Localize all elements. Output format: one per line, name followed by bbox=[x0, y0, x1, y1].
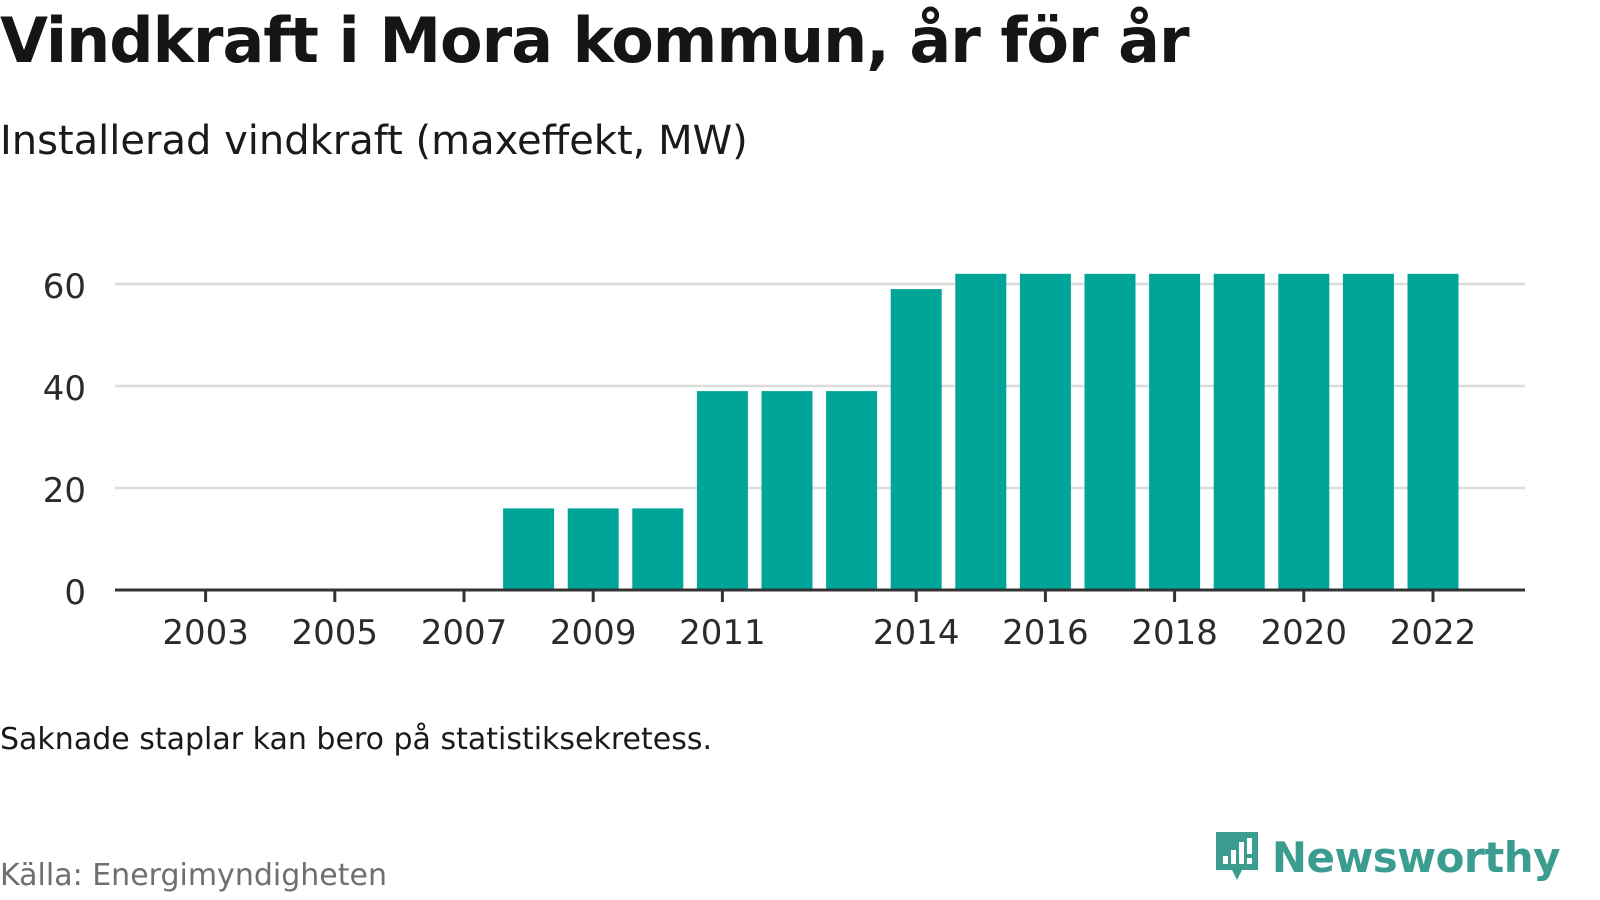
x-tick-label: 2016 bbox=[1002, 613, 1089, 653]
chart-subtitle: Installerad vindkraft (maxeffekt, MW) bbox=[0, 118, 748, 164]
y-tick-label: 60 bbox=[43, 267, 86, 307]
footnote: Saknade staplar kan bero på statistiksek… bbox=[0, 722, 713, 757]
x-tick-label: 2022 bbox=[1390, 613, 1477, 653]
x-tick-label: 2007 bbox=[421, 613, 508, 653]
x-tick-label: 2018 bbox=[1131, 613, 1218, 653]
x-tick-label: 2009 bbox=[550, 613, 637, 653]
bar-2021 bbox=[1342, 273, 1394, 590]
bar-2014 bbox=[890, 289, 942, 590]
source-label: Källa: Energimyndigheten bbox=[0, 858, 387, 893]
bar-chart: 0 20 40 60 2003 2005 2007 2009 2011 2014 2016 2018 2… bbox=[43, 267, 1525, 653]
x-tick-label: 2011 bbox=[679, 613, 766, 653]
bar-2009 bbox=[567, 508, 619, 590]
newsworthy-logo-icon bbox=[1215, 832, 1258, 880]
x-tick-label: 2003 bbox=[162, 613, 249, 653]
x-tick-label: 2005 bbox=[292, 613, 379, 653]
bar-2012 bbox=[761, 391, 813, 590]
x-tick-label: 2014 bbox=[873, 613, 960, 653]
x-tick-label: 2020 bbox=[1261, 613, 1348, 653]
y-tick-label: 40 bbox=[43, 369, 86, 409]
newsworthy-logo: Newsworthy bbox=[1212, 828, 1561, 886]
bar-2019 bbox=[1213, 273, 1265, 590]
bar-2013 bbox=[826, 391, 878, 590]
chart-title: Vindkraft i Mora kommun, år för år bbox=[0, 4, 1190, 77]
y-tick-label: 0 bbox=[64, 573, 86, 613]
bar-2008 bbox=[503, 508, 555, 590]
bar-2011 bbox=[696, 391, 748, 590]
bar-2017 bbox=[1084, 273, 1136, 590]
bar-2022 bbox=[1407, 273, 1459, 590]
bar-2015 bbox=[955, 273, 1007, 590]
y-tick-label: 20 bbox=[43, 471, 86, 511]
bar-2010 bbox=[632, 508, 684, 590]
brand-name: Newsworthy bbox=[1271, 832, 1561, 882]
bar-2018 bbox=[1149, 273, 1201, 590]
bar-2020 bbox=[1278, 273, 1330, 590]
bar-2016 bbox=[1019, 273, 1071, 590]
